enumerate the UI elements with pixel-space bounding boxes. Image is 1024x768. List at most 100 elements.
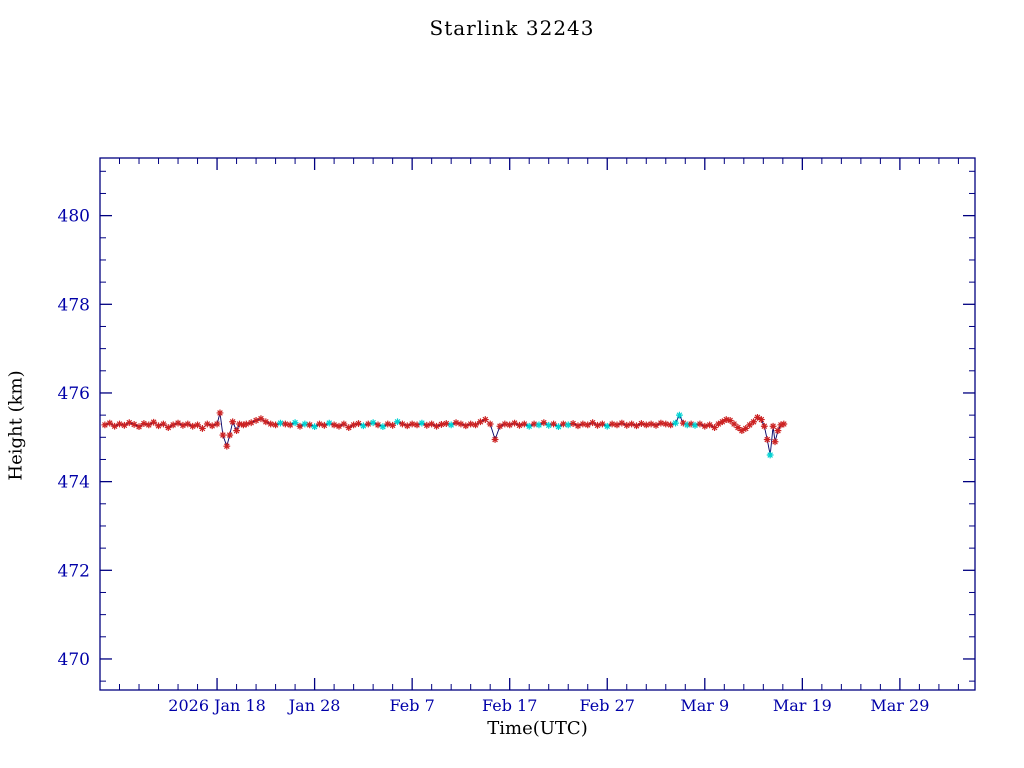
red-asterisk-marker (433, 422, 440, 430)
red-asterisk-marker (608, 420, 616, 428)
red-asterisk-marker (413, 421, 421, 429)
red-asterisk-marker (711, 424, 718, 431)
red-asterisk-marker (623, 421, 631, 429)
red-asterisk-marker (701, 422, 709, 430)
red-asterisk-marker (687, 420, 695, 428)
red-asterisk-marker (780, 420, 788, 428)
red-asterisk-marker (569, 420, 577, 427)
cyan-asterisk-marker (683, 421, 691, 429)
cyan-asterisk-marker (447, 421, 455, 429)
cyan-asterisk-marker (311, 423, 319, 431)
red-asterisk-marker (213, 420, 221, 428)
height-series-line (104, 412, 784, 456)
red-asterisk-marker (345, 424, 353, 431)
cyan-asterisk-marker (369, 419, 377, 427)
red-asterisk-marker (226, 431, 234, 439)
red-asterisk-marker (734, 424, 742, 431)
red-asterisk-marker (574, 422, 582, 430)
red-asterisk-marker (589, 419, 597, 427)
red-asterisk-marker (462, 422, 470, 430)
red-asterisk-marker (335, 422, 343, 430)
red-asterisk-marker (398, 420, 406, 428)
x-axis-label: Time(UTC) (487, 718, 588, 739)
cyan-asterisk-marker (418, 419, 426, 427)
red-asterisk-marker (540, 419, 548, 427)
red-asterisk-marker (769, 422, 777, 430)
red-asterisk-marker (364, 420, 372, 428)
red-asterisk-marker (457, 420, 465, 428)
red-asterisk-marker (340, 420, 348, 428)
red-asterisk-marker (155, 422, 162, 430)
red-asterisk-marker (467, 420, 475, 428)
red-asterisk-marker (101, 421, 109, 429)
red-asterisk-marker (208, 422, 216, 430)
red-asterisk-marker (242, 420, 250, 428)
red-asterisk-marker (252, 417, 260, 424)
red-asterisk-marker (511, 419, 518, 427)
x-tick-label: Feb 7 (390, 696, 435, 715)
red-asterisk-marker (750, 418, 757, 426)
red-asterisk-marker (486, 420, 494, 428)
red-asterisk-marker (350, 421, 358, 429)
red-asterisk-marker (696, 420, 704, 428)
red-asterisk-marker (423, 421, 431, 429)
red-asterisk-marker (355, 420, 362, 427)
red-asterisk-marker (174, 419, 182, 427)
red-asterisk-marker (125, 419, 133, 427)
cyan-asterisk-marker (555, 423, 562, 431)
red-asterisk-marker (120, 421, 128, 429)
red-asterisk-marker (718, 418, 726, 426)
cyan-asterisk-marker (676, 411, 683, 419)
red-asterisk-marker (199, 425, 206, 432)
red-asterisk-marker (233, 427, 240, 435)
red-asterisk-marker (742, 425, 750, 432)
red-asterisk-marker (594, 421, 601, 429)
red-asterisk-marker (618, 419, 626, 427)
red-asterisk-marker (164, 424, 172, 431)
red-asterisk-marker (613, 421, 621, 429)
red-asterisk-marker (229, 418, 237, 426)
red-asterisk-marker (662, 420, 670, 428)
red-asterisk-marker (706, 421, 714, 429)
red-asterisk-marker (496, 422, 504, 430)
x-tick-label: Feb 17 (482, 696, 537, 715)
red-asterisk-marker (647, 420, 655, 428)
x-tick-label: 2026 Jan 18 (168, 696, 266, 715)
red-asterisk-marker (223, 442, 231, 450)
cyan-asterisk-marker (766, 451, 774, 459)
red-asterisk-marker (189, 422, 197, 430)
red-asterisk-marker (726, 417, 734, 424)
red-asterisk-marker (281, 420, 289, 428)
red-asterisk-marker (506, 421, 514, 429)
x-tick-label: Mar 9 (680, 696, 729, 715)
red-asterisk-marker (757, 416, 765, 423)
cyan-asterisk-marker (545, 421, 553, 429)
red-asterisk-marker (140, 420, 148, 427)
red-asterisk-marker (219, 431, 227, 439)
red-asterisk-marker (771, 438, 779, 446)
red-asterisk-marker (516, 421, 523, 429)
red-asterisk-marker (135, 423, 143, 431)
red-asterisk-marker (169, 421, 177, 429)
red-asterisk-marker (428, 420, 436, 428)
red-asterisk-marker (438, 421, 445, 428)
x-tick-label: Mar 29 (870, 696, 929, 715)
red-asterisk-marker (116, 420, 123, 428)
red-asterisk-marker (262, 418, 270, 426)
red-asterisk-marker (320, 421, 328, 429)
red-asterisk-marker (530, 420, 538, 428)
red-asterisk-marker (642, 421, 650, 429)
red-asterisk-marker (374, 421, 382, 429)
y-axis-label: Height (km) (5, 370, 27, 481)
cyan-asterisk-marker (291, 419, 299, 427)
red-asterisk-marker (306, 421, 314, 429)
red-asterisk-marker (316, 420, 323, 428)
red-asterisk-marker (389, 421, 397, 429)
cyan-asterisk-marker (691, 421, 699, 429)
red-asterisk-marker (130, 421, 138, 428)
y-tick-label: 474 (58, 473, 90, 493)
red-asterisk-marker (216, 409, 224, 417)
red-asterisk-marker (179, 421, 187, 429)
